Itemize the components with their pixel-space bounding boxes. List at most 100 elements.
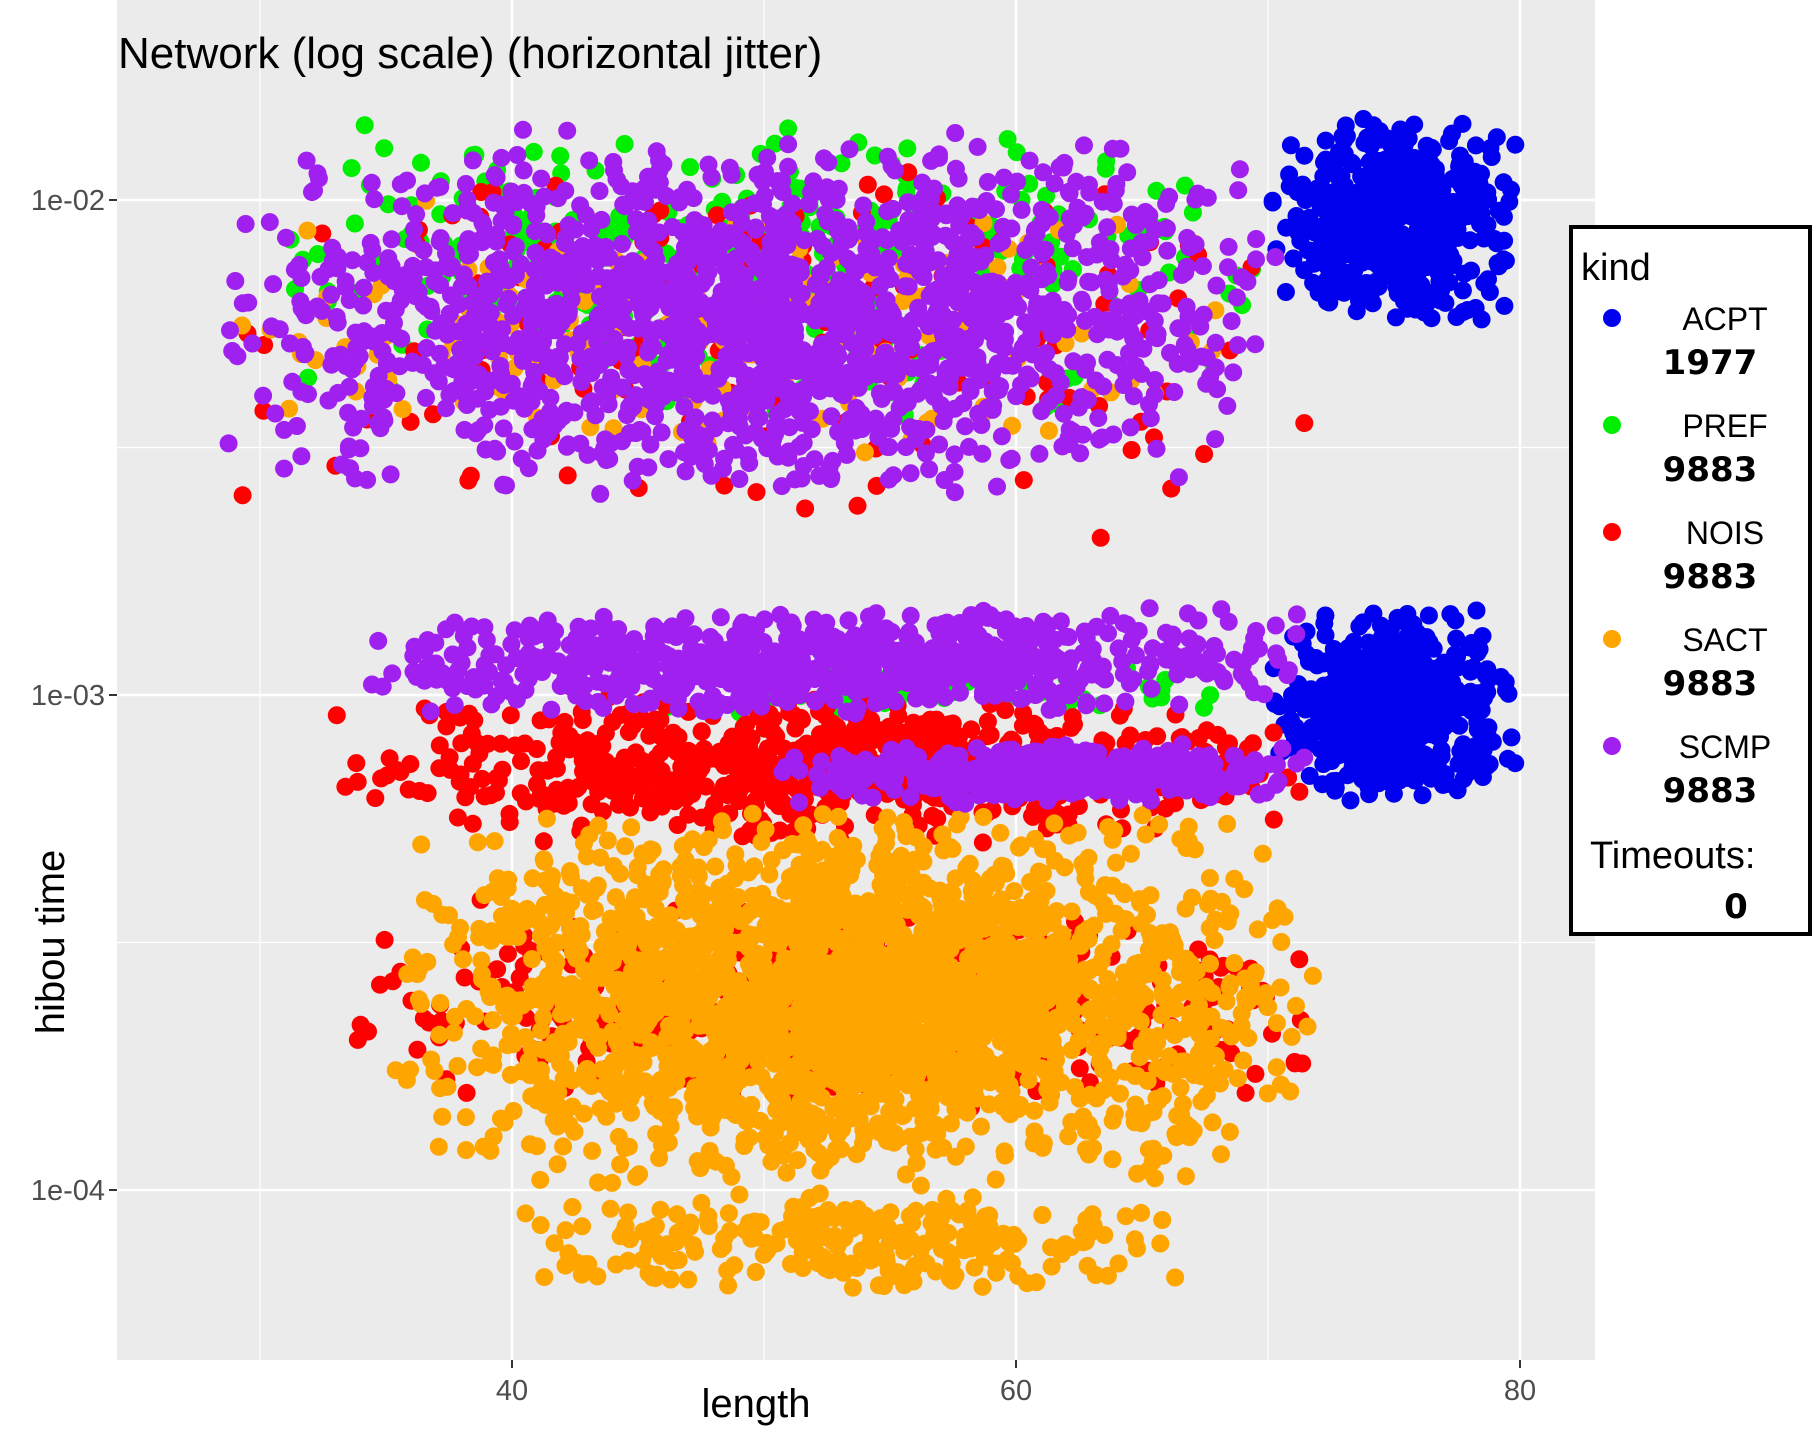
data-point bbox=[1243, 734, 1262, 753]
data-point bbox=[796, 499, 815, 518]
data-point bbox=[1468, 713, 1487, 731]
data-point bbox=[747, 483, 766, 502]
data-point bbox=[1408, 264, 1427, 283]
data-point bbox=[780, 1134, 799, 1153]
data-point bbox=[1170, 963, 1189, 982]
data-point bbox=[414, 1009, 433, 1028]
data-point bbox=[627, 1167, 646, 1186]
data-point bbox=[1453, 114, 1472, 133]
data-point bbox=[603, 764, 622, 783]
data-point bbox=[578, 731, 597, 750]
data-point bbox=[1304, 273, 1323, 292]
data-point bbox=[788, 1151, 807, 1170]
data-point bbox=[996, 701, 1015, 720]
data-point bbox=[711, 752, 730, 771]
data-point bbox=[1295, 414, 1314, 433]
data-point bbox=[1218, 814, 1237, 833]
data-point bbox=[1296, 700, 1315, 719]
data-point bbox=[537, 809, 556, 828]
data-point bbox=[1099, 818, 1118, 837]
data-point bbox=[611, 706, 630, 725]
data-point bbox=[1426, 252, 1445, 271]
data-point bbox=[348, 772, 367, 791]
data-point bbox=[457, 1083, 476, 1102]
data-point bbox=[1094, 1060, 1113, 1079]
data-point bbox=[559, 792, 577, 811]
data-point bbox=[582, 795, 601, 814]
data-point bbox=[1298, 218, 1317, 237]
data-point bbox=[828, 718, 847, 736]
data-point bbox=[560, 740, 579, 759]
data-point bbox=[531, 1170, 550, 1189]
data-point bbox=[517, 792, 535, 811]
data-point bbox=[668, 816, 687, 834]
data-point bbox=[1122, 441, 1141, 459]
data-point bbox=[472, 183, 491, 201]
data-point bbox=[723, 727, 742, 746]
data-point bbox=[551, 1054, 570, 1073]
data-point bbox=[1496, 673, 1515, 691]
data-point bbox=[611, 1155, 630, 1174]
data-point bbox=[1429, 759, 1448, 778]
data-point bbox=[943, 714, 962, 733]
data-point bbox=[560, 726, 579, 745]
data-point bbox=[1195, 698, 1213, 717]
data-point bbox=[1393, 667, 1412, 686]
data-point bbox=[457, 1141, 476, 1160]
data-point bbox=[483, 1011, 502, 1030]
data-point bbox=[606, 888, 625, 907]
data-point bbox=[997, 1059, 1016, 1078]
data-point bbox=[391, 763, 410, 781]
data-point bbox=[1474, 741, 1493, 760]
data-point bbox=[1428, 659, 1447, 678]
data-point bbox=[755, 719, 774, 738]
data-point bbox=[1419, 720, 1438, 739]
data-point bbox=[547, 748, 566, 767]
data-point bbox=[485, 832, 504, 851]
data-point bbox=[1068, 823, 1087, 842]
data-point bbox=[1267, 1014, 1286, 1033]
data-point bbox=[655, 790, 673, 809]
data-point bbox=[1319, 695, 1338, 713]
data-point bbox=[1480, 283, 1499, 301]
data-point bbox=[715, 476, 734, 495]
data-point bbox=[1447, 629, 1466, 648]
data-point bbox=[1388, 284, 1407, 303]
data-points bbox=[219, 110, 1525, 1297]
data-point bbox=[506, 736, 525, 755]
data-point bbox=[523, 869, 542, 888]
data-point bbox=[1110, 706, 1129, 725]
data-point bbox=[1423, 156, 1442, 175]
data-point bbox=[375, 139, 394, 158]
data-point bbox=[456, 1108, 475, 1127]
data-point bbox=[875, 185, 893, 204]
data-point bbox=[875, 722, 894, 741]
data-point bbox=[1317, 237, 1336, 256]
data-point bbox=[1466, 299, 1485, 317]
data-point bbox=[1121, 726, 1140, 745]
data-point bbox=[721, 778, 740, 797]
data-point bbox=[692, 722, 711, 741]
data-point bbox=[1472, 204, 1491, 223]
data-point bbox=[1367, 688, 1386, 707]
data-point bbox=[832, 154, 851, 173]
data-point bbox=[700, 1142, 719, 1160]
data-point bbox=[1317, 652, 1335, 671]
data-point bbox=[1301, 241, 1320, 260]
data-point bbox=[1156, 799, 1175, 818]
data-point bbox=[828, 828, 847, 847]
data-point bbox=[1364, 748, 1383, 767]
data-point bbox=[1331, 172, 1350, 191]
data-point bbox=[1422, 138, 1441, 157]
data-point bbox=[1131, 1012, 1150, 1031]
data-point bbox=[739, 746, 758, 764]
data-point bbox=[651, 201, 670, 220]
data-point bbox=[1263, 191, 1282, 210]
data-point bbox=[615, 135, 634, 153]
data-point bbox=[1344, 648, 1363, 667]
data-point bbox=[858, 175, 877, 194]
data-point bbox=[779, 119, 798, 138]
data-point bbox=[522, 1039, 541, 1058]
data-point bbox=[712, 812, 731, 831]
data-point bbox=[1462, 261, 1481, 280]
